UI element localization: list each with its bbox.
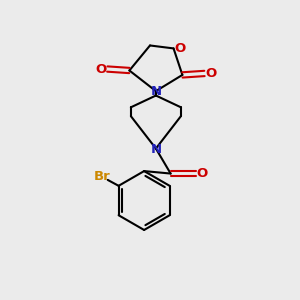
Text: O: O (95, 62, 106, 76)
Text: N: N (150, 142, 161, 156)
Text: O: O (174, 42, 186, 55)
Text: N: N (150, 85, 161, 98)
Text: O: O (205, 67, 217, 80)
Text: Br: Br (94, 170, 111, 184)
Text: O: O (196, 167, 208, 180)
